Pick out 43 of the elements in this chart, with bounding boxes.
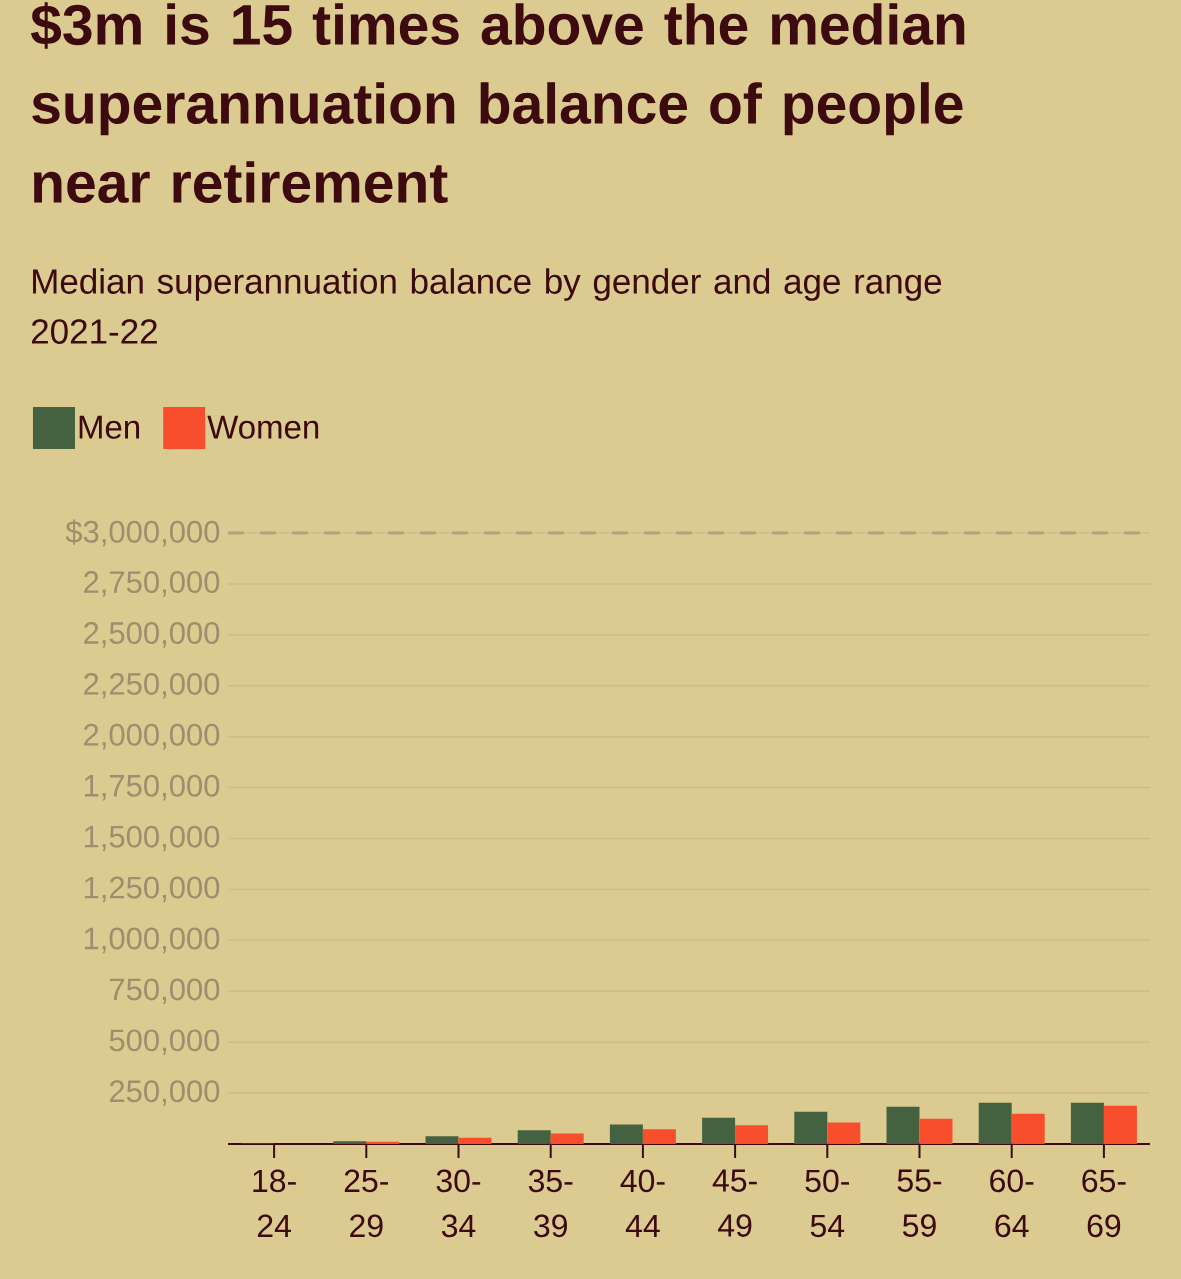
chart-subtitle: Median superannuation balance by gender and age range 2021-22 bbox=[31, 268, 942, 344]
x-tick-label: 35-39 bbox=[528, 1169, 573, 1238]
y-tick-label: 1,750,000 bbox=[84, 774, 220, 801]
bar bbox=[827, 1122, 861, 1145]
bar bbox=[735, 1125, 769, 1145]
x-tick-label: 65-69 bbox=[1082, 1169, 1126, 1238]
bar bbox=[919, 1118, 953, 1145]
y-tick-label: 1,000,000 bbox=[84, 927, 220, 954]
x-tick-label: 30-34 bbox=[436, 1169, 481, 1238]
legend-label: Women bbox=[207, 415, 319, 439]
bar bbox=[425, 1136, 459, 1145]
bar bbox=[702, 1117, 736, 1145]
bar bbox=[642, 1129, 676, 1145]
bar bbox=[517, 1130, 551, 1145]
y-tick-label: 2,500,000 bbox=[84, 622, 220, 648]
x-tick-label: 25-29 bbox=[344, 1169, 388, 1238]
y-tick-label: $3,000,000 bbox=[65, 519, 220, 547]
legend-label: Men bbox=[79, 415, 140, 439]
y-tick-label: 500,000 bbox=[109, 1029, 220, 1055]
y-tick-label: 1,500,000 bbox=[84, 825, 220, 852]
y-tick-label: 1,250,000 bbox=[84, 876, 220, 903]
bar bbox=[1011, 1113, 1045, 1145]
chart-title: $3m is 15 times above the median superannuation balance of people near retirement bbox=[30, 2, 965, 204]
bar bbox=[609, 1124, 643, 1145]
x-tick-label: 40-44 bbox=[620, 1169, 665, 1237]
bar bbox=[1070, 1102, 1104, 1145]
x-tick-label: 18-24 bbox=[253, 1169, 296, 1237]
bar bbox=[794, 1111, 828, 1145]
y-tick-label: 2,750,000 bbox=[84, 571, 220, 597]
y-tick-label: 2,000,000 bbox=[84, 723, 220, 750]
y-tick-label: 2,250,000 bbox=[84, 672, 220, 699]
y-tick-label: 250,000 bbox=[109, 1080, 220, 1106]
bar bbox=[886, 1106, 920, 1145]
bar bbox=[978, 1102, 1012, 1145]
x-tick-label: 45-49 bbox=[712, 1169, 757, 1237]
y-tick-label: 750,000 bbox=[109, 978, 220, 1005]
x-tick-label: 50-54 bbox=[805, 1169, 849, 1238]
bar bbox=[333, 1141, 367, 1145]
x-tick-label: 60-64 bbox=[990, 1169, 1034, 1238]
bar bbox=[550, 1133, 584, 1145]
x-tick-label: 55-59 bbox=[897, 1169, 942, 1237]
bar bbox=[458, 1137, 492, 1145]
bar bbox=[1103, 1105, 1137, 1145]
